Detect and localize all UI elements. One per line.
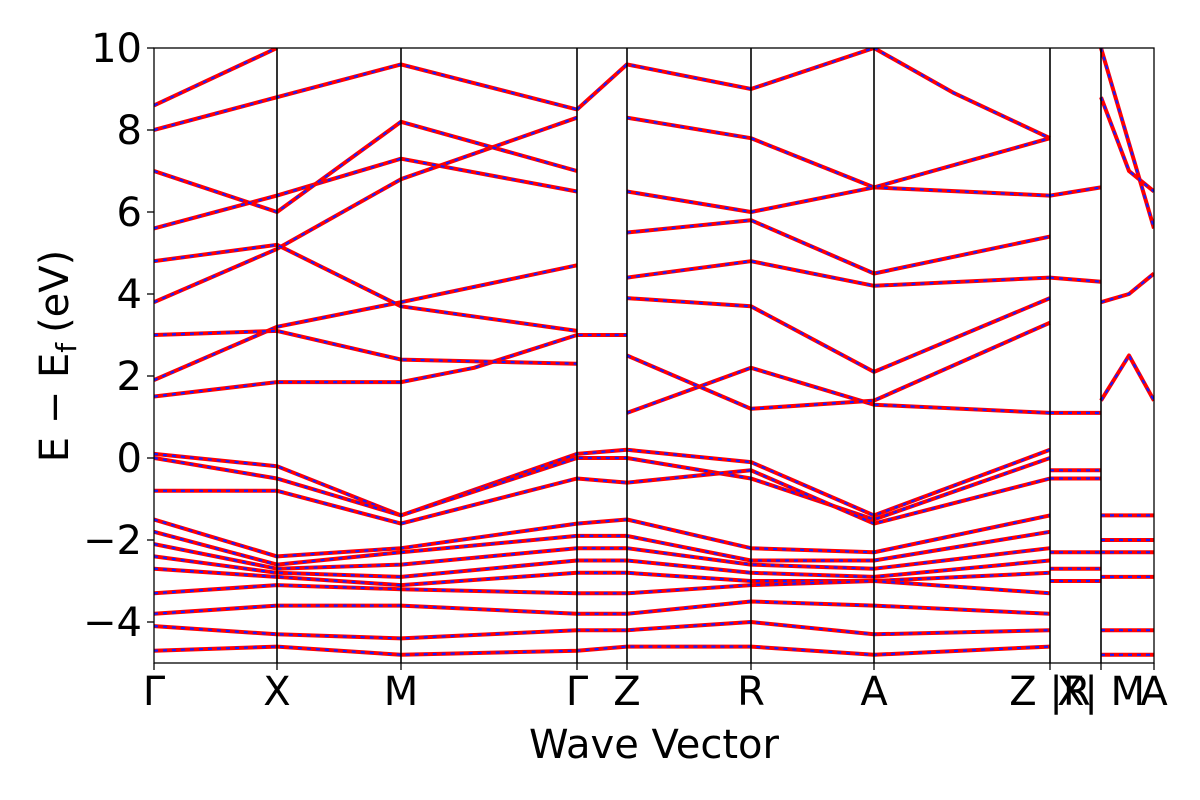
y-tick-label: 4 [117,272,142,318]
high-symmetry-lines [276,48,1102,663]
band-35 [154,620,1051,641]
band-1 [154,263,578,382]
band-line [626,259,1051,288]
band-line-dashed [154,469,1051,525]
band-line-dashed [154,543,1051,570]
band-19 [1049,185,1102,198]
band-line-dashed [626,321,1051,410]
band-12 [626,296,1051,374]
band-line-dashed [1099,48,1154,229]
y-tick-label: 10 [91,26,142,72]
band-30 [154,542,1051,571]
band-line-dashed [154,448,1051,517]
band-31 [154,554,1051,579]
y-axis-label-subscript: f [50,342,83,353]
plot-background [154,48,1154,663]
y-axis-label-main: E − E [32,353,78,463]
band-line [154,263,578,382]
x-tick-label: A [860,669,888,715]
band-34 [154,599,1051,616]
band-13 [626,259,1051,288]
y-tick-label: 6 [117,190,142,236]
y-tick-label: 0 [117,436,142,482]
band-29 [154,529,1051,567]
x-tick-label: Γ [143,669,166,715]
x-tick-label: X| M [1057,669,1145,715]
band-24 [1099,48,1154,229]
band-15 [626,185,1051,214]
band-line [154,328,578,366]
y-axis-label: E − Ef (eV) [32,250,83,463]
x-tick-label: Γ [566,669,589,715]
band-9 [575,48,875,111]
x-tick-label: R [737,669,765,715]
band-36 [154,644,1051,657]
band-line-dashed [154,157,578,230]
x-tick-label: Z |R [1009,669,1090,715]
band-21 [1099,353,1154,402]
y-axis-ticks: −4 −2 0 2 4 6 8 10 [83,26,154,646]
band-4 [154,242,578,333]
x-tick-label: Z [613,669,640,715]
band-line [1099,353,1154,402]
band-28 [154,513,1051,559]
band-line [154,620,1051,641]
band-line-dashed [626,116,1051,189]
band-line [154,599,1051,616]
band-line [575,48,875,111]
band-33 [154,579,1051,596]
x-axis-label: Wave Vector [529,722,780,768]
band-27 [154,468,1051,526]
band-lines [154,48,1154,657]
band-line-dashed [154,63,578,132]
band-line [154,333,627,399]
band-line-dashed [626,219,1051,275]
band-14 [626,218,1051,276]
band-line-dashed [873,48,1051,140]
y-tick-label: 2 [117,354,142,400]
band-23 [1099,96,1154,194]
band-line-dashed [154,555,1051,579]
band-22 [1100,271,1154,305]
band-0 [154,333,627,399]
band-2 [154,328,578,366]
band-line [626,185,1051,214]
y-tick-label: −2 [83,518,142,564]
band-25 [154,447,1051,518]
band-8 [154,48,278,108]
band-line [626,296,1051,374]
y-axis-label-unit: (eV) [32,250,78,333]
band-line-dashed [154,120,578,214]
band-line-dashed [1099,96,1154,193]
band-line-dashed [1100,272,1154,304]
band-line-dashed [626,366,1051,414]
band-line-dashed [154,530,1051,566]
plot-frame [153,47,1155,664]
band-line [154,48,278,108]
band-10 [626,365,1051,415]
band-5 [154,156,578,231]
band-6 [154,119,578,214]
band-line [154,513,1051,559]
y-tick-label: −4 [83,600,142,646]
band-7 [154,62,578,132]
band-17 [873,48,1051,141]
x-tick-label: X [263,669,290,715]
y-tick-label: 8 [117,108,142,154]
band-11 [626,320,1051,411]
band-line [154,579,1051,596]
x-tick-label: M [384,669,419,715]
band-line [1049,185,1102,198]
band-16 [626,115,1051,190]
band-line-dashed [154,243,578,332]
band-line [1049,275,1102,284]
band-line [154,644,1051,657]
x-tick-label: A [1140,669,1168,715]
band-20 [1049,275,1102,284]
